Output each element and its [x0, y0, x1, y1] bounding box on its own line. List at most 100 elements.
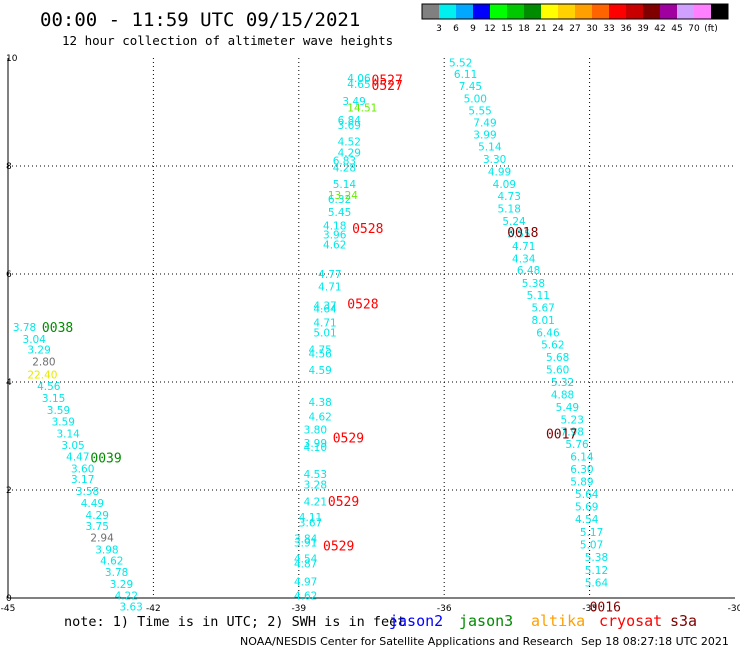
wave-height-label: 4.54: [294, 554, 318, 566]
colorbar: 3 6 9 12 15 18 21 24 27 30 33 36 39 42 45 70 (ft): [421, 3, 729, 34]
wave-height-label: 4.99: [488, 166, 511, 178]
tick-labels: -45 -42 -39 -36 -33 -30 0 2 4 6 8 10: [1, 54, 740, 614]
y-tick-label: 0: [6, 594, 12, 604]
wave-height-label: 3.29: [110, 579, 133, 591]
wave-height-label: 5.01: [313, 327, 336, 339]
wave-height-label: 4.54: [575, 514, 599, 526]
wave-height-label: 5.24: [502, 216, 526, 228]
wave-height-label: 3.84: [294, 534, 318, 546]
wave-height-label: 7.45: [459, 81, 482, 93]
time-label: 0017: [546, 427, 577, 442]
wave-height-label: 4.29: [338, 148, 361, 160]
time-label: 0529: [328, 495, 359, 510]
y-tick-label: 6: [6, 270, 12, 280]
wave-height-label: 3.29: [27, 345, 50, 357]
legend-jason3: jason3: [459, 612, 513, 630]
wave-height-label: 3.91: [294, 537, 317, 549]
wave-height-label: 4.52: [338, 137, 361, 149]
wave-height-label: 4.22: [115, 590, 138, 602]
wave-height-label: 4.56: [308, 348, 332, 360]
wave-height-label: 5.17: [580, 527, 603, 539]
wave-height-label: 3.14: [56, 428, 80, 440]
time-label: 0529: [323, 540, 354, 555]
wave-height-label: 4.77: [318, 269, 341, 281]
time-label: 0529: [333, 432, 364, 447]
colorbar-swatch: [456, 4, 474, 19]
y-tick-label: 10: [6, 54, 18, 64]
time-label: 0527: [372, 79, 403, 94]
colorbar-label: 36: [620, 24, 632, 34]
footnote: note: 1) Time is in UTC; 2) SWH is in fe…: [64, 614, 405, 630]
wave-height-label: 3.58: [76, 486, 99, 498]
colorbar-swatch: [524, 4, 542, 19]
x-tick-label: -42: [146, 604, 161, 614]
wave-height-label: 3.98: [95, 544, 118, 556]
colorbar-label: 9: [470, 24, 476, 34]
wave-height-label: 3.67: [299, 517, 322, 529]
wave-height-label: 5.68: [546, 352, 569, 364]
wave-height-label: 6.14: [570, 452, 594, 464]
wave-height-label: 22.40: [27, 369, 57, 381]
wave-height-label: 6.30: [570, 464, 593, 476]
wave-height-label: 5.18: [498, 204, 521, 216]
wave-height-label: 4.49: [81, 498, 104, 510]
time-label: 0528: [352, 222, 383, 237]
wave-height-label: 4.18: [323, 220, 346, 232]
axis-frame: [7, 58, 735, 599]
wave-height-label: 6.46: [536, 327, 560, 339]
colorbar-label: 30: [586, 24, 598, 34]
time-label: 0038: [42, 321, 73, 336]
time-label: 0528: [347, 298, 378, 313]
legend-altika: altika: [531, 612, 585, 630]
wave-height-label: 5.45: [328, 207, 351, 219]
colorbar-label: 33: [603, 24, 614, 34]
wave-height-label: 5.69: [575, 502, 598, 514]
grid-lines: [8, 58, 735, 598]
colorbar-swatch: [541, 4, 559, 19]
wave-height-label: 2.80: [32, 356, 55, 368]
wave-height-label: 4.28: [333, 163, 356, 175]
wave-height-label: 3.99: [304, 438, 327, 450]
y-tick-label: 4: [6, 378, 12, 388]
wave-height-label: 4.09: [493, 179, 516, 191]
wave-height-label: 5.64: [585, 577, 609, 589]
wave-height-label: 4.62: [294, 590, 317, 602]
wave-height-label: 4.71: [313, 318, 336, 330]
colorbar-label: 21: [535, 24, 546, 34]
wave-height-label: 5.55: [468, 105, 491, 117]
wave-height-label: 3.99: [473, 130, 496, 142]
wave-height-label: 3.15: [42, 393, 65, 405]
colorbar-swatch: [422, 4, 440, 19]
wave-height-label: 3.59: [47, 405, 70, 417]
wave-height-label: 5.00: [464, 94, 487, 106]
legend-jason2: jason2: [389, 612, 443, 630]
colorbar-label: 27: [569, 24, 580, 34]
colorbar-label: 39: [637, 24, 649, 34]
colorbar-label: 70: [688, 24, 700, 34]
wave-height-label: 4.59: [308, 365, 331, 377]
wave-height-label: 5.76: [565, 439, 589, 451]
chart-title: 00:00 - 11:59 UTC 09/15/2021: [40, 9, 360, 31]
wave-height-label: 5.64: [575, 489, 599, 501]
wave-height-label: 3.69: [338, 120, 361, 132]
wave-height-label: 8.01: [531, 315, 554, 327]
wave-height-label: 3.59: [52, 416, 75, 428]
wave-height-label: 5.14: [478, 142, 502, 154]
wave-height-label: 4.06: [347, 73, 371, 85]
wave-height-label: 4.34: [512, 253, 536, 265]
wave-height-label: 4.65: [347, 79, 370, 91]
wave-height-label: 7.49: [473, 117, 496, 129]
colorbar-swatch: [677, 4, 695, 19]
wave-height-label: 6.48: [517, 265, 540, 277]
wave-height-label: 4.47: [66, 452, 89, 464]
wave-height-label: 6.83: [333, 156, 356, 168]
colorbar-label: 3: [436, 24, 442, 34]
wave-height-label: 5.89: [570, 476, 593, 488]
colorbar-swatch: [558, 4, 576, 19]
wave-height-label: 3.78: [13, 322, 36, 334]
time-label: 0018: [507, 226, 538, 241]
wave-height-label: 3.78: [105, 567, 128, 579]
wave-height-label: 4.21: [304, 496, 327, 508]
